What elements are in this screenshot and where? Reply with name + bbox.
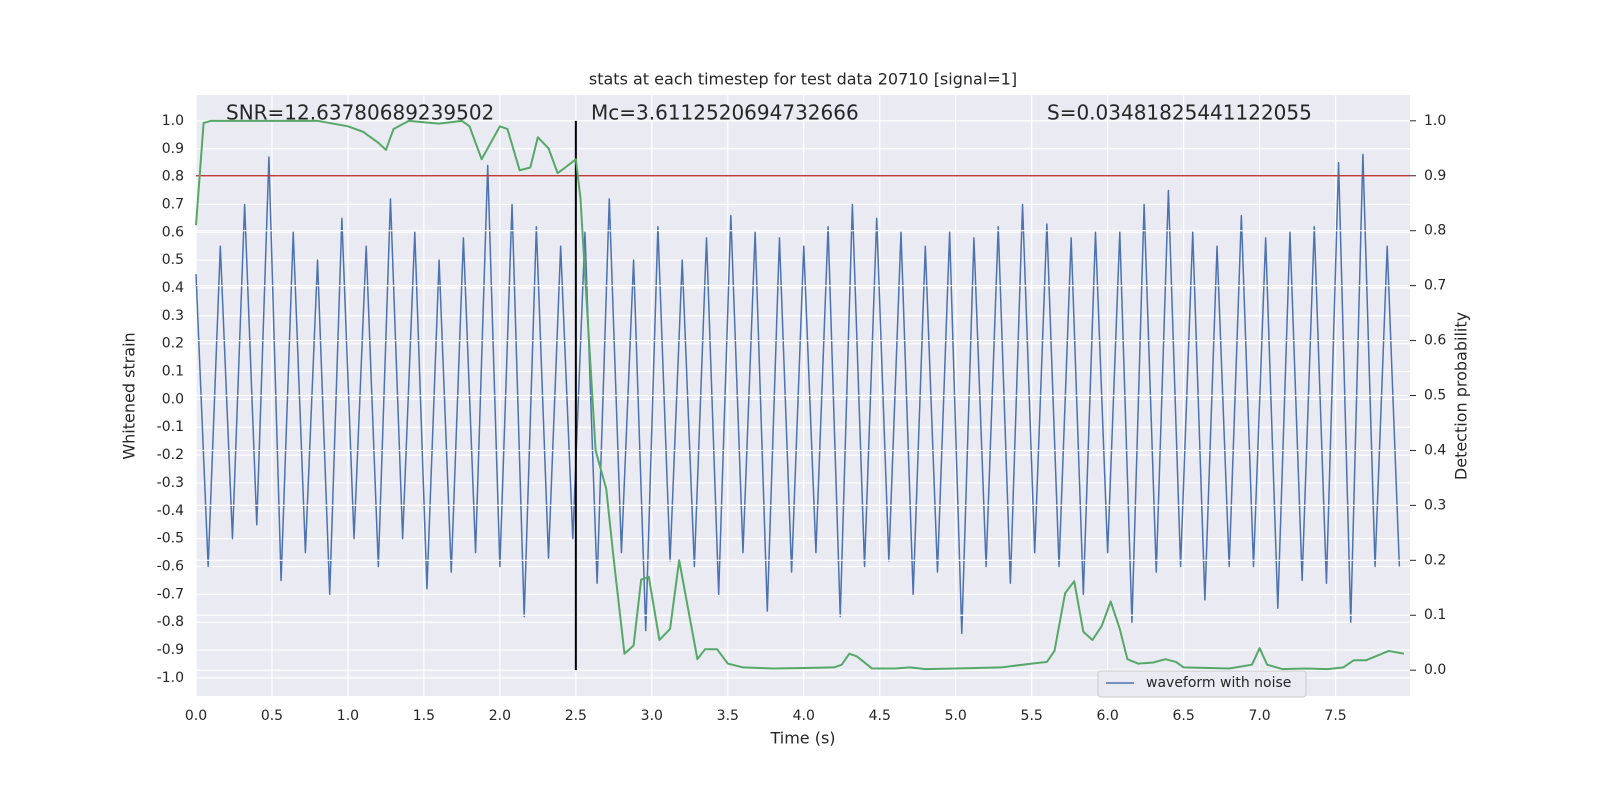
y2-axis-label: Detection probability (1452, 312, 1471, 480)
y2-tick-label: 0.2 (1424, 552, 1446, 568)
y2-tick-label: 0.7 (1424, 278, 1446, 294)
y-tick-label: 0.9 (162, 141, 184, 157)
x-tick-label: 2.0 (489, 708, 511, 724)
x-tick-label: 6.5 (1172, 708, 1194, 724)
annotation: S=0.03481825441122055 (1047, 101, 1312, 125)
y2-tick-label: 0.6 (1424, 333, 1446, 349)
x-tick-label: 7.0 (1248, 708, 1270, 724)
y2-tick-label: 0.5 (1424, 388, 1446, 404)
y-axis-label: Whitened strain (120, 332, 139, 459)
y-tick-label: -0.8 (157, 614, 184, 630)
y-tick-label: -0.1 (157, 419, 184, 435)
x-tick-label: 5.5 (1021, 708, 1043, 724)
y2-tick-label: 0.9 (1424, 168, 1446, 184)
x-tick-label: 3.0 (641, 708, 663, 724)
line-series (195, 153, 1401, 635)
x-tick-label: 7.5 (1324, 708, 1346, 724)
y-tick-label: 0.6 (162, 224, 184, 240)
legend-box (1097, 670, 1307, 698)
x-tick-label: 1.0 (337, 708, 359, 724)
x-tick-label: 0.5 (261, 708, 283, 724)
y-tick-label: -0.4 (157, 503, 184, 519)
y2-tick-label: 1.0 (1424, 113, 1446, 129)
y-tick-label: 0.3 (162, 308, 184, 324)
y-tick-label: -0.6 (157, 558, 184, 574)
y-tick-label: 0.4 (162, 280, 184, 296)
x-axis-label: Time (s) (769, 729, 835, 748)
x-tick-label: 0.0 (185, 708, 207, 724)
legend-label: waveform with noise (1146, 675, 1291, 691)
y-tick-label: 0.7 (162, 196, 184, 212)
y-tick-label: -0.3 (157, 475, 184, 491)
y2-tick-label: 0.4 (1424, 442, 1446, 458)
y-tick-label: -1.0 (157, 670, 184, 686)
y-tick-label: -0.9 (157, 642, 184, 658)
x-tick-label: 1.5 (413, 708, 435, 724)
y2-tick-label: 0.3 (1424, 497, 1446, 513)
x-tick-label: 6.0 (1097, 708, 1119, 724)
y-tick-label: -0.7 (157, 586, 184, 602)
series-layer (195, 153, 1401, 635)
annotation: SNR=12.63780689239502 (226, 101, 494, 125)
x-tick-label: 5.0 (945, 708, 967, 724)
y-tick-label: 0.5 (162, 252, 184, 268)
y-tick-label: 0.1 (162, 364, 184, 380)
y2-tick-label: 0.1 (1424, 607, 1446, 623)
y-tick-label: -0.5 (157, 531, 184, 547)
y-tick-label: 0.2 (162, 336, 184, 352)
y-tick-label: -0.2 (157, 447, 184, 463)
y-tick-label: 1.0 (162, 113, 184, 129)
annotation: Mc=3.6112520694732666 (591, 101, 859, 125)
x-tick-label: 4.5 (869, 708, 891, 724)
x-tick-label: 2.5 (565, 708, 587, 724)
chart-title: stats at each timestep for test data 207… (589, 70, 1017, 89)
x-tick-label: 3.5 (717, 708, 739, 724)
y-tick-label: 0.8 (162, 169, 184, 185)
y2-tick-label: 0.0 (1424, 662, 1446, 678)
y2-tick-label: 0.8 (1424, 223, 1446, 239)
y-tick-label: 0.0 (162, 391, 184, 407)
line-series (195, 119, 1405, 671)
x-tick-label: 4.0 (793, 708, 815, 724)
